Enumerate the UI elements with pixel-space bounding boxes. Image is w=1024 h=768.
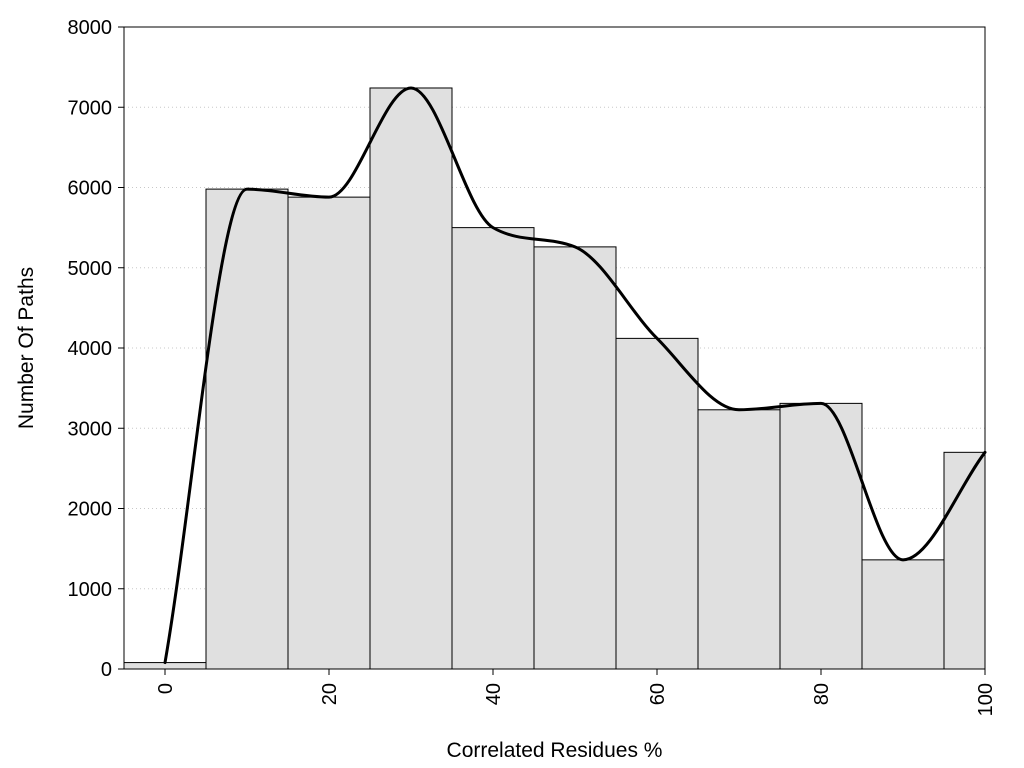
histogram-bar xyxy=(779,402,863,670)
x-tick-label: 100 xyxy=(975,683,997,716)
smoothed-curve xyxy=(163,86,987,665)
x-tick-label: 20 xyxy=(319,683,341,705)
histogram-bar xyxy=(615,337,699,670)
histogram-bar xyxy=(697,409,781,670)
histogram-bar xyxy=(533,246,617,670)
y-axis-ticks: 0 1000 2000 3000 4000 5000 6000 7000 8000 xyxy=(68,17,124,681)
x-tick-label: 40 xyxy=(483,683,505,705)
histogram-bar xyxy=(205,188,289,670)
y-tick-label: 2000 xyxy=(68,499,113,521)
x-axis-label: Correlated Residues % xyxy=(447,739,663,762)
y-tick-label: 0 xyxy=(101,659,112,681)
histogram-bar xyxy=(451,227,535,670)
histogram-bar xyxy=(287,196,371,670)
y-axis-label: Number Of Paths xyxy=(15,267,38,429)
y-tick-label: 3000 xyxy=(68,418,113,440)
histogram-bars xyxy=(123,87,986,670)
y-tick-label: 1000 xyxy=(68,579,113,601)
x-axis-ticks: 0 20 40 60 80 100 xyxy=(155,669,997,716)
x-tick-label: 0 xyxy=(155,683,177,694)
y-tick-label: 8000 xyxy=(68,17,113,39)
histogram-bar xyxy=(369,87,453,670)
histogram-bar xyxy=(861,559,945,670)
y-tick-label: 7000 xyxy=(68,97,113,119)
y-tick-label: 4000 xyxy=(68,338,113,360)
y-tick-label: 6000 xyxy=(68,178,113,200)
x-tick-label: 80 xyxy=(811,683,833,705)
y-tick-label: 5000 xyxy=(68,258,113,280)
x-tick-label: 60 xyxy=(647,683,669,705)
